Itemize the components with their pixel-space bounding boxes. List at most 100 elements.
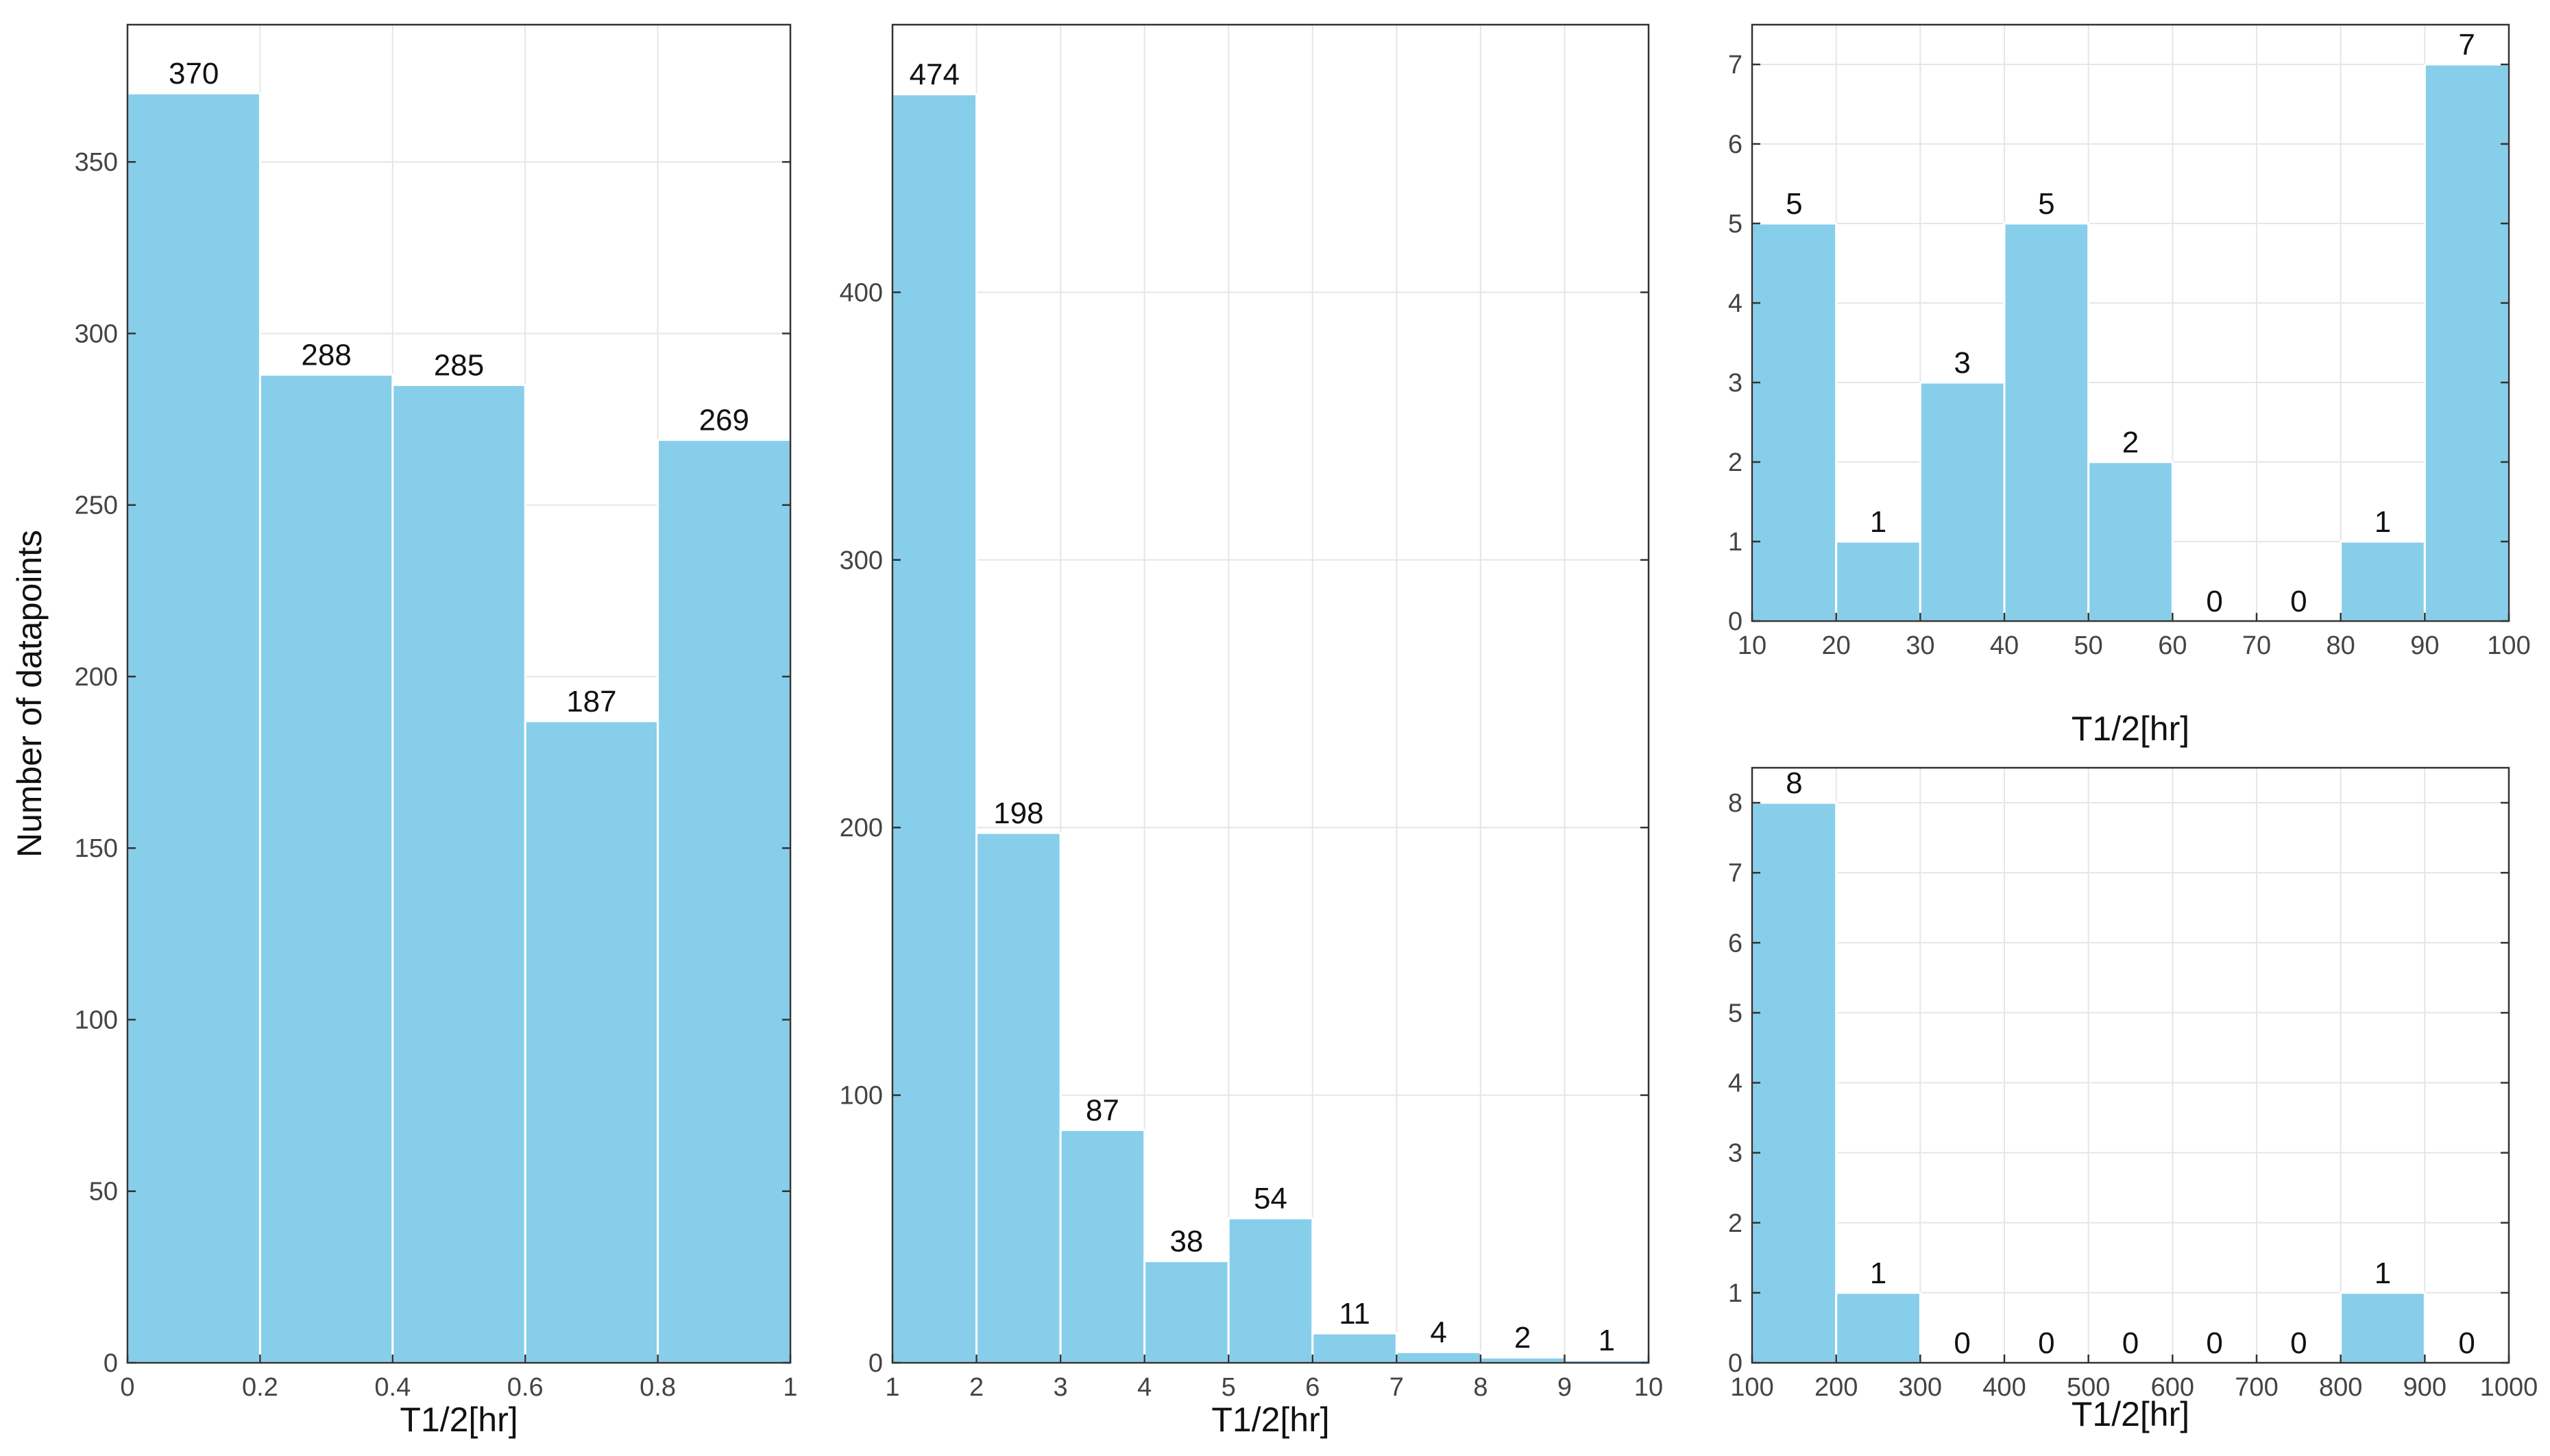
histogram-bar-6: [1311, 1332, 1398, 1364]
histogram-bar-7: [1395, 1350, 1482, 1364]
x-tick-label: 800: [2319, 1373, 2362, 1402]
y-tick-label: 1: [1728, 528, 1742, 557]
histogram-bar-2: [975, 832, 1062, 1364]
bar-value-label: 1: [1598, 1324, 1614, 1357]
bar-value-label: 198: [993, 797, 1043, 830]
y-tick-label: 3: [1728, 369, 1742, 398]
histogram-bar-1: [891, 93, 978, 1364]
x-tick-label: 3: [1054, 1373, 1068, 1402]
histogram-bar-5: [2087, 461, 2174, 622]
x-tick-label: 1000: [2480, 1373, 2538, 1402]
x-tick-label: 1: [885, 1373, 899, 1402]
bar-value-label: 4: [1430, 1315, 1446, 1349]
x-tick-label: 5: [1222, 1373, 1236, 1402]
bar-value-label: 0: [2206, 585, 2222, 618]
x-tick-label: 100: [1730, 1373, 1773, 1402]
x-tick-label: 7: [1389, 1373, 1404, 1402]
y-tick-label: 2: [1728, 1209, 1742, 1238]
y-tick-label: 8: [1728, 789, 1742, 818]
x-tick-label: 0.2: [242, 1373, 278, 1402]
x-axis-label: T1/2[hr]: [1211, 1400, 1329, 1439]
histogram-bar-2: [1835, 1291, 1921, 1364]
y-tick-label: 400: [840, 278, 883, 307]
y-tick-label: 300: [840, 546, 883, 575]
bar-value-label: 5: [1786, 187, 1802, 221]
bar-value-label: 8: [1786, 766, 1802, 800]
bar-value-label: 187: [566, 685, 616, 718]
histogram-bar-3: [391, 384, 526, 1364]
x-tick-label: 10: [1634, 1373, 1663, 1402]
x-tick-label: 100: [2487, 631, 2530, 660]
y-tick-label: 350: [75, 148, 118, 177]
y-tick-label: 150: [75, 834, 118, 863]
y-tick-label: 1: [1728, 1279, 1742, 1308]
y-tick-label: 200: [840, 814, 883, 842]
bar-value-label: 0: [2206, 1326, 2222, 1360]
bar-value-label: 288: [301, 339, 351, 372]
x-tick-label: 8: [1473, 1373, 1487, 1402]
bar-value-label: 285: [434, 349, 484, 383]
y-tick-label: 0: [869, 1349, 883, 1378]
bar-value-label: 370: [169, 57, 219, 90]
x-axis-label: T1/2[hr]: [400, 1400, 518, 1439]
x-tick-label: 40: [1990, 631, 2019, 660]
y-tick-label: 100: [75, 1006, 118, 1034]
x-tick-label: 400: [1982, 1373, 2026, 1402]
y-tick-label: 5: [1728, 999, 1742, 1028]
x-tick-label: 0.4: [374, 1373, 411, 1402]
x-tick-label: 80: [2327, 631, 2355, 660]
y-tick-label: 6: [1728, 929, 1742, 958]
histogram-bar-2: [258, 374, 394, 1364]
plot-frame: [1751, 23, 2510, 622]
x-tick-label: 4: [1137, 1373, 1152, 1402]
y-tick-label: 3: [1728, 1139, 1742, 1168]
histogram-bar-4: [2003, 222, 2090, 622]
histogram-bar-1: [1751, 801, 1838, 1364]
bar-value-label: 7: [2458, 28, 2475, 62]
bar-value-label: 54: [1254, 1182, 1287, 1215]
x-tick-label: 60: [2158, 631, 2187, 660]
bar-value-label: 3: [1954, 346, 1970, 380]
y-tick-label: 7: [1728, 51, 1742, 80]
histogram-bar-8: [2340, 540, 2426, 622]
histogram-panel-1: 370 288 285 187 269 0 0.2 0.4 0.6 0.8 1 0 50 100 150 20…: [10, 23, 798, 1439]
bar-value-label: 5: [2038, 187, 2054, 221]
histogram-bar-8: [2340, 1291, 2426, 1364]
plot-frame: [1751, 766, 2510, 1364]
bar-value-label: 1: [1870, 1257, 1886, 1290]
histogram-bar-3: [1059, 1128, 1146, 1364]
histogram-bar-1: [1751, 222, 1838, 622]
y-tick-label: 200: [75, 663, 118, 692]
histogram-bar-2: [1835, 540, 1921, 622]
y-tick-label: 0: [1728, 607, 1742, 636]
histogram-bar-4: [524, 720, 659, 1364]
x-tick-label: 70: [2242, 631, 2271, 660]
x-tick-label: 2: [969, 1373, 984, 1402]
x-axis-label: T1/2[hr]: [2072, 709, 2189, 748]
x-tick-label: 300: [1899, 1373, 1942, 1402]
bar-value-label: 1: [2375, 1257, 2391, 1290]
bar-value-label: 474: [910, 58, 960, 92]
x-tick-label: 900: [2403, 1373, 2446, 1402]
bar-value-label: 0: [2038, 1326, 2054, 1360]
x-tick-label: 700: [2235, 1373, 2278, 1402]
x-tick-label: 0: [120, 1373, 134, 1402]
x-tick-label: 1: [783, 1373, 797, 1402]
x-tick-label: 600: [2151, 1373, 2194, 1402]
bar-value-label: 1: [2375, 505, 2391, 539]
x-tick-label: 0.6: [507, 1373, 544, 1402]
plot-frame: [126, 23, 792, 1364]
plot-frame: [891, 23, 1650, 1364]
x-tick-label: 0.8: [640, 1373, 676, 1402]
y-tick-label: 300: [75, 319, 118, 348]
bar-value-label: 2: [2122, 426, 2139, 459]
y-tick-label: 2: [1728, 448, 1742, 477]
histogram-bar-3: [1919, 381, 2006, 622]
bar-value-label: 87: [1086, 1093, 1119, 1127]
x-axis-label: T1/2[hr]: [2072, 1395, 2189, 1433]
bar-value-label: 2: [1514, 1321, 1531, 1355]
x-tick-label: 9: [1557, 1373, 1572, 1402]
x-tick-label: 90: [2410, 631, 2439, 660]
